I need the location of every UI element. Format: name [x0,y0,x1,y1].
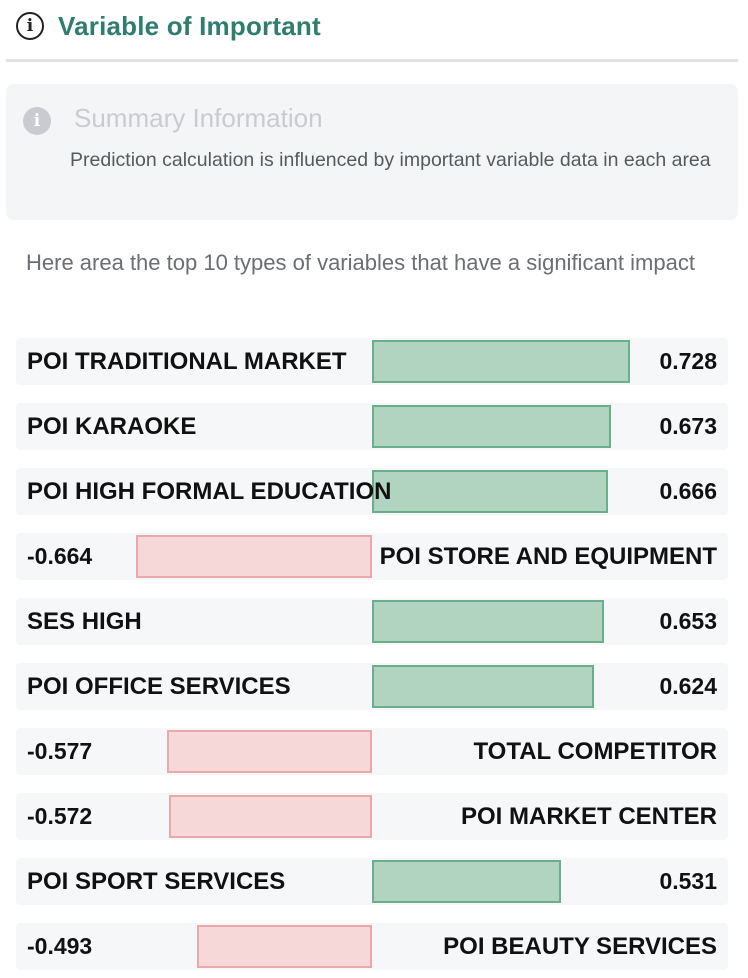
variable-value: 0.531 [659,868,717,894]
variable-row: TOTAL COMPETITOR -0.577 [16,728,728,775]
variable-value: 0.728 [659,348,717,374]
intro-text: Here area the top 10 types of variables … [26,250,695,275]
variable-value: 0.653 [659,608,717,634]
variable-name: POI TRADITIONAL MARKET [27,348,347,375]
negative-importance-bar [167,730,372,773]
positive-importance-bar [372,665,594,708]
variable-value: -0.572 [27,803,93,829]
header-divider [6,59,738,62]
variable-name: POI BEAUTY SERVICES [443,933,717,960]
variable-name: POI OFFICE SERVICES [27,673,291,700]
variable-name: TOTAL COMPETITOR [473,738,717,765]
variable-value: -0.577 [27,738,93,764]
info-circle-icon: i [16,12,44,40]
info-filled-icon: i [23,107,51,135]
panel-header: i Variable of Important [16,8,321,44]
negative-importance-bar [168,795,372,838]
summary-information-box: i Summary Information Prediction calcula… [6,84,738,220]
positive-importance-bar [372,340,631,383]
variable-value: 0.666 [659,478,717,504]
variable-row: POI BEAUTY SERVICES -0.493 [16,923,728,970]
variable-row: POI SPORT SERVICES 0.531 [16,858,728,905]
variable-row: POI MARKET CENTER -0.572 [16,793,728,840]
positive-importance-bar [372,600,604,643]
variable-value: -0.664 [27,543,93,569]
positive-importance-bar [372,405,611,448]
variable-name: SES HIGH [27,608,142,635]
variable-value: -0.493 [27,933,93,959]
positive-importance-bar [372,860,561,903]
positive-importance-bar [372,470,609,513]
variable-row: POI HIGH FORMAL EDUCATION 0.666 [16,468,728,515]
variable-value: 0.624 [659,673,717,699]
variable-row: POI TRADITIONAL MARKET 0.728 [16,338,728,385]
variable-name: POI KARAOKE [27,413,197,440]
variable-row: POI KARAOKE 0.673 [16,403,728,450]
variable-name: POI SPORT SERVICES [27,868,286,895]
negative-importance-bar [136,535,372,578]
variable-row: SES HIGH 0.653 [16,598,728,645]
summary-title: Summary Information [74,103,323,133]
summary-text: Prediction calculation is influenced by … [70,149,711,171]
variable-value: 0.673 [659,413,717,439]
variable-name: POI HIGH FORMAL EDUCATION [27,478,392,505]
variable-row: POI STORE AND EQUIPMENT -0.664 [16,533,728,580]
page-title: Variable of Important [58,10,321,41]
variable-name: POI MARKET CENTER [460,803,717,830]
variable-row: POI OFFICE SERVICES 0.624 [16,663,728,710]
negative-importance-bar [196,925,372,968]
variable-name: POI STORE AND EQUIPMENT [379,543,717,570]
